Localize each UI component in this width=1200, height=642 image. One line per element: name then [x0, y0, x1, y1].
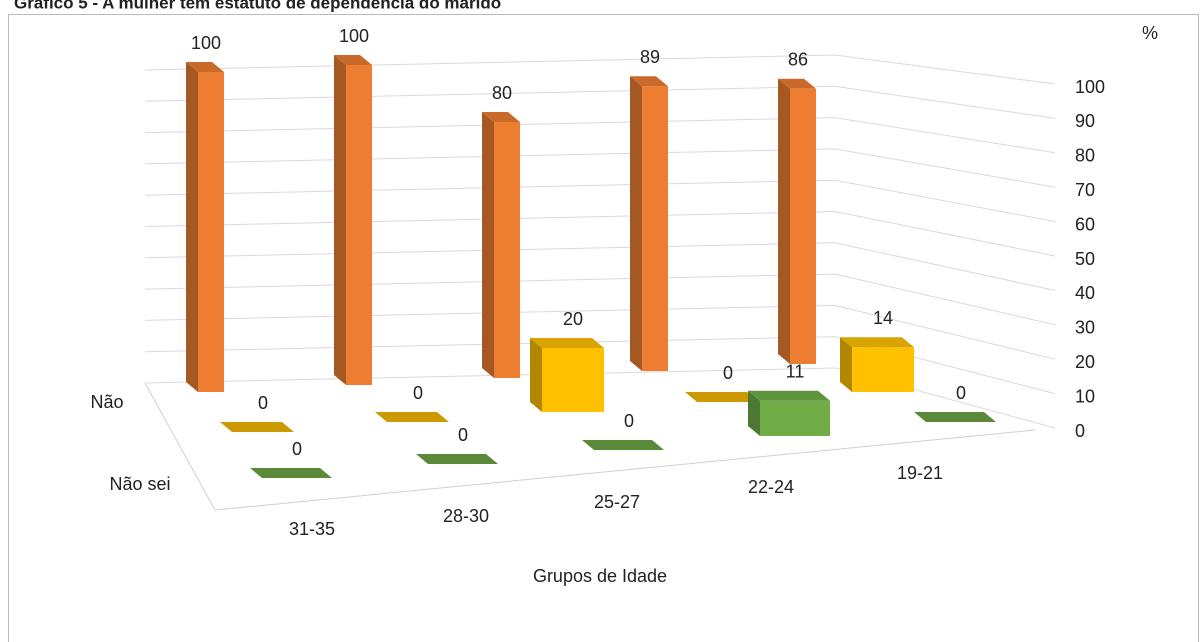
chart-title: Gráfico 5 - A mulher tem estatuto de dep…: [14, 0, 501, 12]
bar-front: [542, 348, 604, 412]
y-tick-label: 60: [1075, 214, 1095, 234]
chart-frame: [8, 14, 1199, 642]
y-tick-label: 80: [1075, 146, 1095, 166]
value-label: 0: [292, 439, 302, 459]
bar: [530, 338, 604, 412]
row-label: Não: [90, 392, 123, 412]
bar: [482, 112, 520, 378]
y-tick-label: 50: [1075, 249, 1095, 269]
bar-front: [198, 72, 224, 392]
bar: [416, 454, 498, 465]
bar-top: [530, 338, 604, 348]
grid-line: [144, 304, 1056, 360]
x-tick-label: 25-27: [594, 492, 640, 512]
value-label: 20: [563, 309, 583, 329]
bar-front: [346, 65, 372, 385]
value-label: 0: [458, 425, 468, 445]
bar-side: [334, 55, 346, 385]
value-label: 86: [788, 50, 808, 70]
x-tick-label: 19-21: [897, 463, 943, 483]
x-tick-label: 31-35: [289, 519, 335, 539]
y-axis-unit: %: [1142, 23, 1158, 43]
bar: [375, 412, 449, 423]
bar-front: [760, 400, 830, 436]
value-label: 11: [786, 362, 805, 382]
value-label: 100: [191, 33, 221, 53]
bar: [778, 78, 816, 365]
bar-front: [642, 86, 668, 371]
bar-side: [530, 338, 542, 412]
value-label: 89: [640, 47, 660, 67]
bar: [334, 55, 372, 385]
bar: [914, 412, 996, 423]
bar-front: [494, 122, 520, 378]
value-label: 0: [956, 383, 966, 403]
bar-top: [748, 390, 830, 401]
value-label: 100: [339, 26, 369, 46]
value-label: 80: [492, 83, 512, 103]
row-label: Não sei: [109, 474, 170, 494]
bar: [220, 422, 294, 433]
bar-side: [630, 76, 642, 371]
x-tick-label: 22-24: [748, 477, 794, 497]
bar: [186, 62, 224, 392]
grid-line: [144, 273, 1056, 326]
bar-top: [186, 62, 224, 72]
grid-line: [144, 242, 1056, 291]
bar-top: [375, 412, 449, 422]
bar-top: [685, 392, 759, 402]
grid-line: [144, 367, 1056, 429]
bar-side: [778, 78, 790, 365]
value-label: 0: [413, 383, 423, 403]
bar-top: [416, 454, 498, 464]
grid-line: [144, 179, 1056, 223]
y-tick-label: 100: [1075, 77, 1105, 97]
y-tick-label: 10: [1075, 386, 1095, 406]
bar-top: [334, 55, 372, 65]
y-tick-label: 40: [1075, 283, 1095, 303]
value-label: 0: [723, 363, 733, 383]
bar-side: [186, 62, 198, 392]
grid-line: [144, 54, 1056, 85]
bar-top: [482, 112, 520, 122]
grid-line: [144, 210, 1056, 257]
grid-line: [144, 148, 1056, 188]
bar: [840, 337, 914, 392]
bar: [748, 390, 830, 436]
bar-top: [250, 468, 332, 478]
bar-top: [914, 412, 996, 422]
bar-top: [840, 337, 914, 348]
y-tick-label: 0: [1075, 421, 1085, 441]
grid-line: [144, 336, 1056, 395]
value-label: 14: [873, 308, 893, 328]
bar: [250, 468, 332, 479]
bar: [630, 76, 668, 371]
y-tick-label: 30: [1075, 318, 1095, 338]
bar-top: [778, 78, 816, 89]
floor-edge: [144, 382, 216, 511]
y-tick-label: 90: [1075, 111, 1095, 131]
bar-top: [630, 76, 668, 87]
grid-line: [144, 85, 1056, 119]
bar-side: [748, 390, 760, 436]
bar-side: [840, 337, 852, 392]
bar-front: [790, 88, 816, 365]
x-axis-label: Grupos de Idade: [533, 566, 667, 586]
y-tick-label: 20: [1075, 352, 1095, 372]
bar-top: [582, 440, 664, 450]
bar-front: [852, 347, 914, 392]
bar-side: [482, 112, 494, 378]
value-label: 0: [258, 393, 268, 413]
grid-line: [144, 117, 1056, 154]
bar-top: [220, 422, 294, 432]
x-tick-label: 28-30: [443, 506, 489, 526]
value-label: 0: [624, 411, 634, 431]
y-tick-label: 70: [1075, 180, 1095, 200]
floor-edge: [214, 429, 1036, 511]
bar: [685, 392, 759, 403]
bar: [582, 440, 664, 451]
